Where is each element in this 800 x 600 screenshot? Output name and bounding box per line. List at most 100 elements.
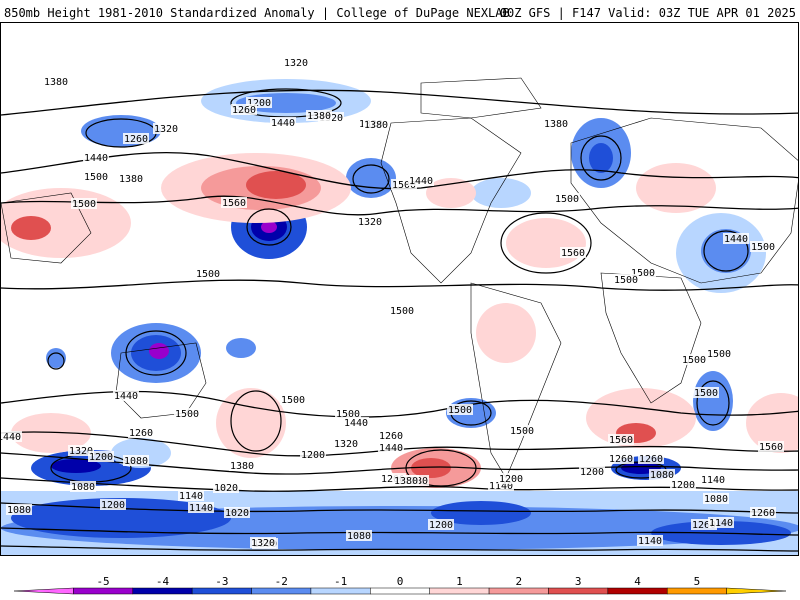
negative-anomaly-area	[11, 498, 231, 538]
negative-anomaly-area	[51, 459, 101, 473]
contour-label: 1140	[179, 491, 203, 502]
contour-label-bg	[428, 519, 454, 530]
contour-label: 1440	[379, 443, 403, 454]
colorbar-segment	[13, 587, 74, 595]
colorbar-tick-labels: -5 -4 -3 -2 -1 0 1 2 3 4 5	[96, 575, 700, 588]
contour-label-bg	[378, 442, 404, 453]
contour-label-bg	[488, 480, 514, 491]
contour-label-bg	[1, 431, 22, 442]
coastline	[420, 77, 542, 119]
contour-label-bg	[554, 193, 580, 204]
colorbar-segment	[370, 587, 430, 595]
contour-label-bg	[608, 434, 634, 445]
contour-label: 1260	[751, 508, 775, 519]
contour-label-bg	[188, 502, 214, 513]
height-contour-closed	[703, 230, 749, 272]
contour-label: 1140	[638, 536, 662, 547]
negative-anomaly-area	[226, 338, 256, 358]
contour-label: 1380	[394, 476, 418, 487]
negative-anomaly-area	[589, 143, 613, 173]
contour-label: 1320	[358, 217, 382, 228]
contour-label-bg	[123, 455, 149, 466]
negative-anomaly-area	[471, 178, 531, 208]
colorbar-segment	[607, 587, 668, 595]
contour-label-bg	[560, 247, 586, 258]
contour-label-bg	[195, 268, 221, 279]
colorbar-tick-label: -1	[334, 575, 347, 588]
contour-label-bg	[346, 530, 372, 541]
contour-label-bg	[174, 408, 200, 419]
contour-label-bg	[681, 354, 707, 365]
negative-anomaly-area	[261, 221, 277, 233]
height-contour	[1, 477, 798, 492]
contour-label-bg	[128, 427, 154, 438]
negative-anomaly-area	[693, 371, 733, 431]
contour-label: 1380	[364, 120, 388, 131]
contour-label-bg	[700, 474, 726, 485]
positive-anomaly-area	[11, 216, 51, 240]
positive-anomaly-area	[476, 303, 536, 363]
contour-label: 1380	[119, 174, 143, 185]
colorbar-tick-label: 5	[694, 575, 701, 588]
contour-label: 1500	[392, 180, 416, 191]
contour-label-bg	[613, 274, 639, 285]
contour-label-bg	[300, 449, 326, 460]
contour-label: 1320	[284, 58, 308, 69]
contour-label: 1080	[71, 482, 95, 493]
contour-label: 1320	[251, 538, 275, 549]
contour-label: 1440	[344, 418, 368, 429]
contour-label: 1200	[247, 98, 271, 109]
contour-label-bg	[118, 173, 144, 184]
contour-label-bg	[6, 504, 32, 515]
map-panel: 1320120013801320126012601440132013801320…	[0, 22, 799, 556]
contour-label: 1440	[114, 391, 138, 402]
contour-label: 1200	[580, 467, 604, 478]
contour-label: 1140	[701, 475, 725, 486]
contour-label: 1380	[44, 77, 68, 88]
contour-label-layer: 1320120013801320126012601440132013801320…	[1, 57, 784, 550]
colorbar-segment	[191, 587, 252, 595]
height-contour-closed	[246, 208, 292, 246]
coastline	[1, 192, 92, 264]
contour-label: 1500	[84, 172, 108, 183]
height-contour	[1, 390, 798, 418]
contour-label-bg	[83, 152, 109, 163]
contour-label-bg	[88, 451, 114, 462]
contour-label: 1440	[84, 153, 108, 164]
contour-label-bg	[750, 241, 776, 252]
contour-label-bg	[343, 417, 369, 428]
contour-label-bg	[637, 535, 663, 546]
contour-label: 1260	[379, 431, 403, 442]
contour-label-bg	[43, 76, 69, 87]
contour-label: 1500	[510, 426, 534, 437]
map-title: 850mb Height 1981-2010 Standardized Anom…	[4, 6, 510, 20]
height-contour-closed	[230, 390, 282, 452]
contour-label: 1500	[336, 409, 360, 420]
positive-anomaly-area	[636, 163, 716, 213]
contour-label: 1080	[124, 456, 148, 467]
height-contour	[1, 89, 798, 116]
contour-label: 1560	[561, 248, 585, 259]
contour-label: 1500	[175, 409, 199, 420]
colorbar-tick-label: 3	[575, 575, 582, 588]
contour-label: 1500	[281, 395, 305, 406]
colorbar-segment	[132, 587, 193, 595]
contour-label: 1320	[69, 446, 93, 457]
contour-label: 1440	[271, 118, 295, 129]
height-contour	[1, 279, 798, 291]
contour-label: 1020	[225, 508, 249, 519]
contour-label-bg	[608, 453, 634, 464]
positive-anomaly-area	[216, 388, 286, 458]
contour-label: 1320	[154, 124, 178, 135]
contour-label: 1200	[301, 450, 325, 461]
contour-label: 1200	[499, 474, 523, 485]
contour-label-bg	[68, 445, 94, 456]
colorbar-segment	[73, 587, 134, 595]
contour-label-bg	[391, 179, 417, 190]
height-contour-closed	[47, 352, 65, 370]
colorbar-segment	[726, 587, 787, 595]
contour-label-bg	[100, 499, 126, 510]
contour-label: 1500	[614, 275, 638, 286]
contour-label-bg	[408, 175, 434, 186]
contour-label: 1260	[639, 454, 663, 465]
